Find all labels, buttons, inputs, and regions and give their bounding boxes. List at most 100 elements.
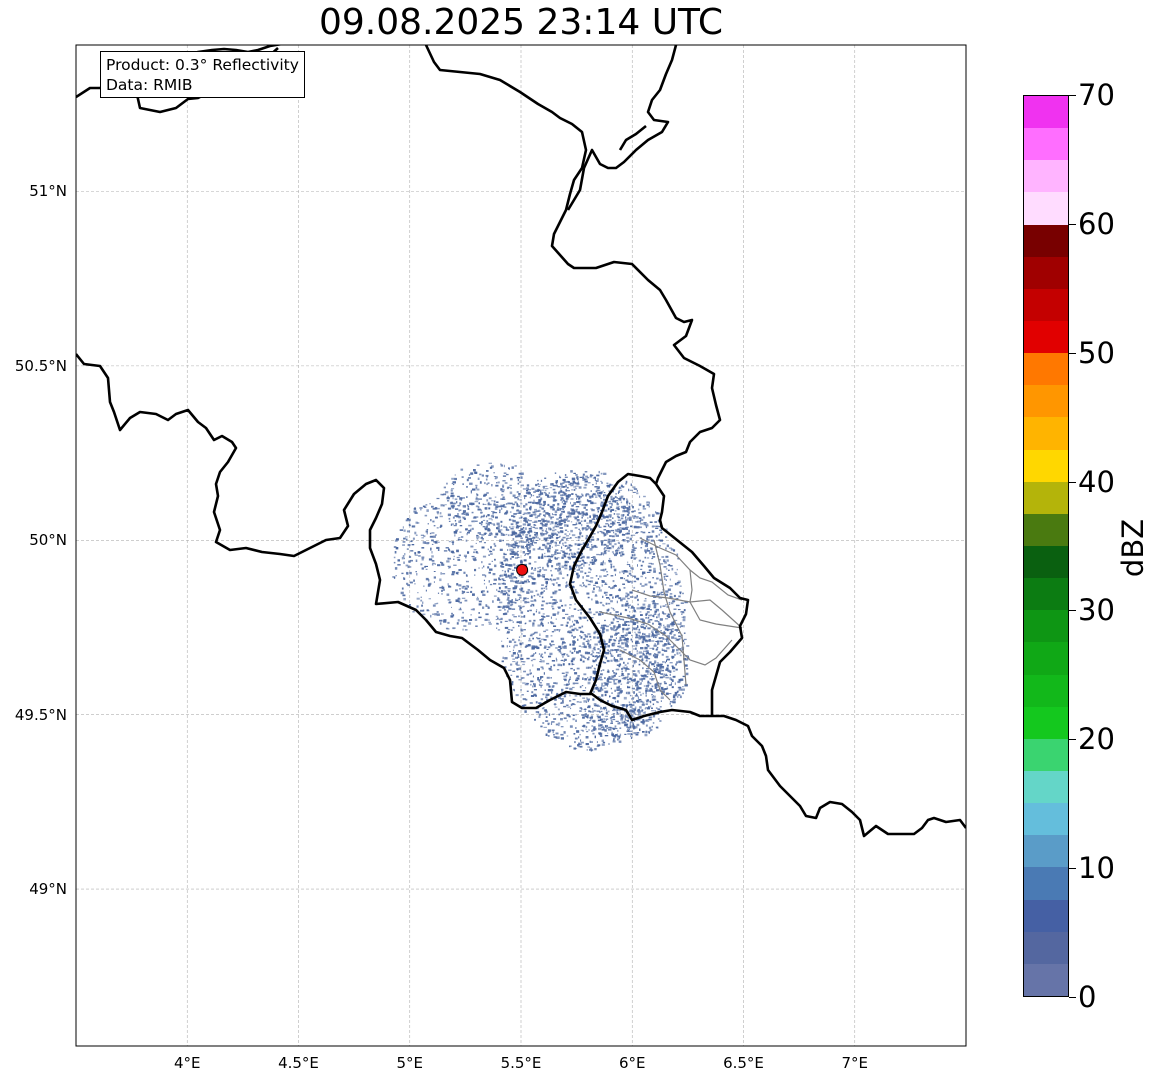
echo-pixel — [454, 474, 456, 476]
echo-pixel — [600, 698, 602, 700]
echo-pixel — [635, 644, 638, 647]
echo-pixel — [661, 556, 665, 558]
echo-pixel — [539, 684, 543, 686]
echo-pixel — [666, 667, 669, 670]
echo-pixel — [529, 669, 531, 672]
echo-pixel — [522, 551, 525, 554]
echo-pixel — [567, 706, 571, 708]
echo-pixel — [571, 489, 573, 491]
echo-pixel — [648, 716, 652, 718]
echo-pixel — [535, 511, 538, 513]
echo-pixel — [466, 533, 468, 536]
echo-pixel — [593, 631, 596, 635]
echo-pixel — [590, 490, 592, 492]
echo-pixel — [457, 600, 460, 603]
echo-pixel — [608, 638, 612, 641]
echo-pixel — [610, 687, 612, 690]
echo-pixel — [521, 546, 524, 549]
echo-pixel — [663, 613, 667, 615]
echo-pixel — [498, 597, 500, 600]
echo-pixel — [633, 510, 636, 512]
echo-pixel — [594, 710, 597, 712]
echo-pixel — [644, 639, 648, 642]
echo-pixel — [569, 626, 571, 629]
echo-pixel — [603, 529, 607, 531]
echo-pixel — [623, 528, 626, 530]
echo-pixel — [618, 736, 620, 740]
echo-pixel — [522, 590, 525, 593]
echo-pixel — [465, 513, 469, 516]
echo-pixel — [520, 559, 523, 562]
echo-pixel — [537, 556, 541, 559]
echo-pixel — [542, 566, 544, 570]
echo-pixel — [455, 599, 459, 602]
echo-pixel — [601, 685, 605, 687]
echo-pixel — [443, 620, 447, 623]
echo-pixel — [663, 566, 667, 568]
echo-pixel — [649, 585, 652, 589]
echo-pixel — [571, 703, 575, 705]
echo-pixel — [652, 678, 655, 680]
echo-pixel — [654, 669, 657, 672]
echo-pixel — [647, 689, 651, 692]
echo-pixel — [452, 481, 456, 484]
echo-pixel — [512, 638, 515, 641]
echo-pixel — [553, 495, 557, 497]
echo-pixel — [666, 615, 669, 617]
colorbar-tick — [1069, 739, 1076, 741]
echo-pixel — [621, 521, 625, 525]
echo-pixel — [642, 712, 645, 714]
echo-pixel — [631, 641, 633, 643]
echo-pixel — [610, 566, 612, 569]
echo-pixel — [624, 722, 627, 724]
echo-pixel — [591, 617, 594, 619]
echo-pixel — [551, 521, 554, 525]
echo-pixel — [539, 506, 542, 509]
echo-pixel — [594, 583, 599, 584]
echo-pixel — [508, 600, 512, 603]
echo-pixel — [447, 621, 450, 624]
echo-pixel — [595, 496, 598, 498]
echo-pixel — [632, 622, 635, 626]
echo-pixel — [593, 502, 597, 504]
echo-pixel — [538, 493, 542, 496]
echo-pixel — [638, 559, 642, 562]
echo-pixel — [627, 686, 631, 689]
echo-pixel — [601, 584, 603, 587]
echo-pixel — [431, 563, 434, 566]
echo-pixel — [535, 701, 538, 704]
echo-pixel — [499, 574, 504, 577]
echo-pixel — [403, 529, 406, 532]
echo-pixel — [516, 668, 519, 671]
echo-pixel — [638, 711, 641, 714]
echo-pixel — [585, 509, 588, 511]
echo-pixel — [576, 701, 579, 703]
echo-pixel — [516, 512, 519, 514]
echo-pixel — [650, 700, 652, 704]
echo-pixel — [563, 731, 566, 734]
echo-pixel — [630, 525, 633, 527]
echo-pixel — [645, 526, 648, 529]
echo-pixel — [547, 578, 550, 581]
echo-pixel — [612, 596, 614, 599]
echo-pixel — [596, 630, 598, 633]
echo-pixel — [475, 625, 478, 627]
echo-pixel — [531, 645, 535, 648]
echo-pixel — [633, 516, 635, 519]
echo-pixel — [470, 528, 472, 531]
echo-pixel — [611, 627, 616, 629]
echo-pixel — [509, 502, 513, 505]
echo-pixel — [502, 475, 507, 477]
echo-pixel — [644, 583, 648, 586]
echo-pixel — [631, 556, 635, 558]
echo-pixel — [569, 676, 571, 679]
echo-pixel — [620, 717, 624, 719]
colorbar-segment — [1024, 803, 1068, 836]
echo-pixel — [516, 621, 521, 623]
echo-pixel — [552, 541, 554, 544]
echo-pixel — [439, 578, 442, 582]
echo-pixel — [532, 664, 534, 667]
echo-pixel — [621, 528, 623, 530]
echo-pixel — [641, 636, 645, 638]
echo-pixel — [571, 534, 576, 537]
